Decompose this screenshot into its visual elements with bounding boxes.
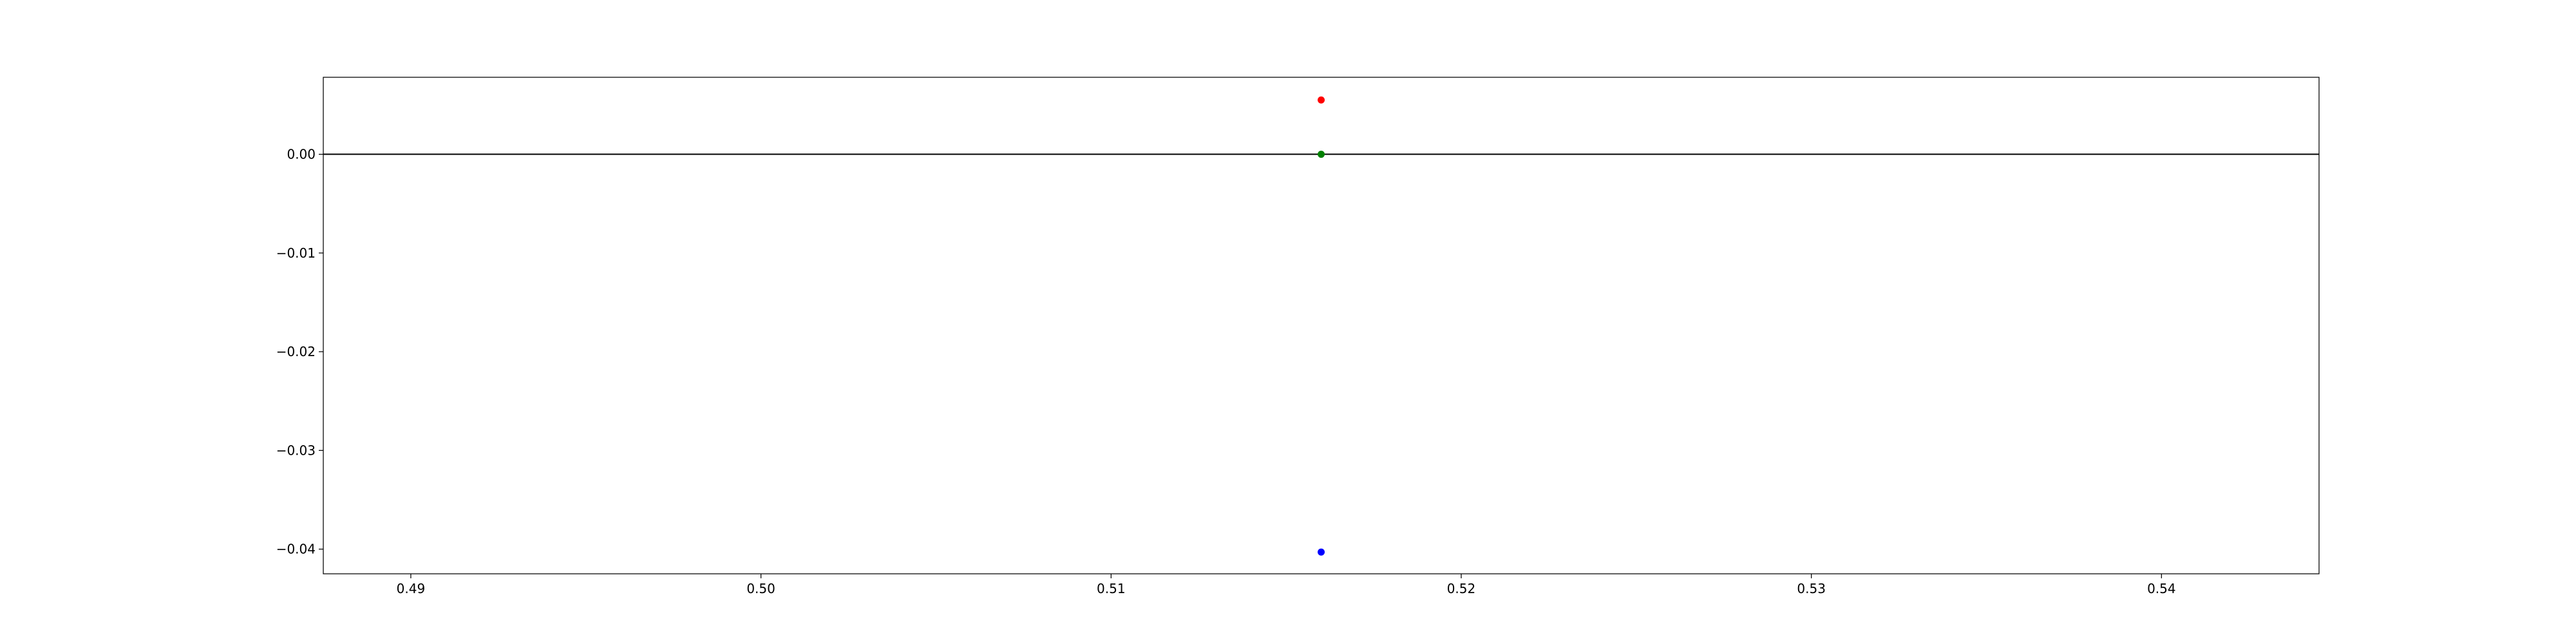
data-point xyxy=(1318,151,1325,158)
y-tick-label: −0.02 xyxy=(276,344,316,359)
y-tick-label: −0.01 xyxy=(276,245,316,261)
x-tick-label: 0.53 xyxy=(1797,581,1826,596)
y-tick-label: 0.00 xyxy=(287,147,316,162)
x-tick-label: 0.49 xyxy=(397,581,426,596)
y-tick-label: −0.04 xyxy=(276,542,316,557)
x-tick-label: 0.54 xyxy=(2147,581,2176,596)
data-point xyxy=(1318,96,1325,104)
x-tick-label: 0.50 xyxy=(746,581,775,596)
plot-area: 0.49 0.50 0.51 0.52 0.53 0.54 0.00 −0.01 −0.02 −0… xyxy=(276,77,2320,596)
x-tick-label: 0.52 xyxy=(1447,581,1476,596)
y-tick-label: −0.03 xyxy=(276,442,316,458)
axes-frame xyxy=(323,77,2320,574)
x-tick-label: 0.51 xyxy=(1097,581,1126,596)
data-point xyxy=(1318,548,1325,556)
